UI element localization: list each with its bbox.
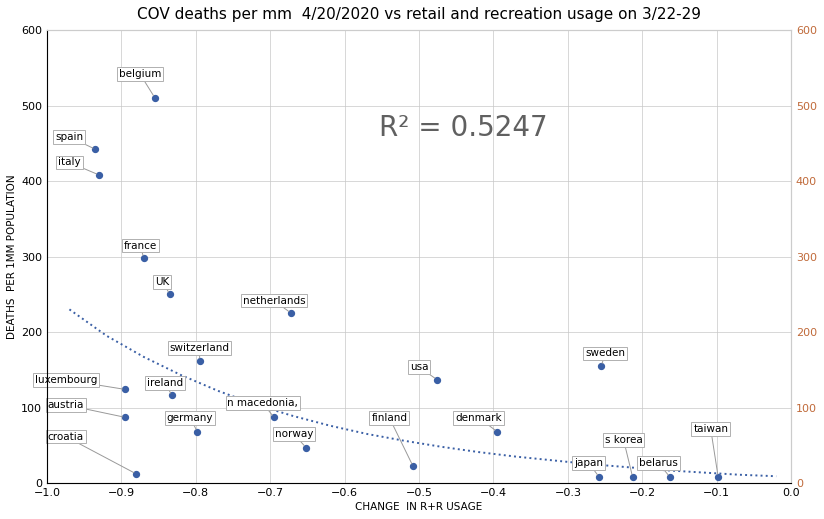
Text: netherlands: netherlands bbox=[243, 296, 306, 311]
Point bbox=[592, 473, 606, 481]
Text: spain: spain bbox=[55, 132, 93, 148]
Text: usa: usa bbox=[410, 362, 435, 378]
Point bbox=[191, 428, 204, 436]
Text: austria: austria bbox=[48, 400, 123, 417]
Text: luxembourg: luxembourg bbox=[35, 375, 123, 389]
Y-axis label: DEATHS  PER 1MM POPULATION: DEATHS PER 1MM POPULATION bbox=[7, 174, 17, 339]
Text: denmark: denmark bbox=[456, 413, 502, 430]
Text: belarus: belarus bbox=[639, 458, 678, 475]
Text: finland: finland bbox=[372, 413, 412, 464]
Point bbox=[119, 385, 132, 393]
Point bbox=[430, 375, 443, 384]
Point bbox=[193, 357, 206, 365]
Text: croatia: croatia bbox=[48, 431, 134, 473]
Text: belgium: belgium bbox=[119, 69, 162, 95]
Text: R² = 0.5247: R² = 0.5247 bbox=[379, 114, 548, 142]
Point bbox=[284, 309, 297, 317]
Text: n macedonia,: n macedonia, bbox=[227, 398, 298, 415]
Point bbox=[119, 413, 132, 421]
Point bbox=[490, 428, 503, 436]
Text: switzerland: switzerland bbox=[170, 343, 230, 358]
Text: taiwan: taiwan bbox=[693, 424, 728, 474]
Text: ireland: ireland bbox=[147, 378, 183, 393]
Point bbox=[148, 94, 162, 102]
Point bbox=[89, 145, 102, 154]
Point bbox=[268, 413, 281, 421]
Point bbox=[299, 443, 312, 452]
Point bbox=[130, 470, 143, 478]
Text: norway: norway bbox=[275, 429, 313, 445]
Point bbox=[595, 362, 608, 370]
Title: COV deaths per mm  4/20/2020 vs retail and recreation usage on 3/22-29: COV deaths per mm 4/20/2020 vs retail an… bbox=[137, 7, 701, 22]
Text: japan: japan bbox=[574, 458, 603, 475]
Point bbox=[626, 473, 639, 481]
Text: france: france bbox=[124, 240, 157, 255]
Point bbox=[406, 462, 419, 471]
Point bbox=[138, 254, 151, 262]
Point bbox=[166, 391, 179, 400]
X-axis label: CHANGE  IN R+R USAGE: CHANGE IN R+R USAGE bbox=[355, 502, 483, 512]
Text: UK: UK bbox=[155, 277, 170, 292]
Text: sweden: sweden bbox=[585, 348, 625, 363]
Point bbox=[163, 290, 176, 298]
Text: s korea: s korea bbox=[605, 435, 643, 474]
Point bbox=[663, 473, 677, 481]
Text: germany: germany bbox=[166, 413, 213, 429]
Text: italy: italy bbox=[59, 157, 96, 174]
Point bbox=[92, 171, 105, 179]
Point bbox=[712, 473, 725, 481]
